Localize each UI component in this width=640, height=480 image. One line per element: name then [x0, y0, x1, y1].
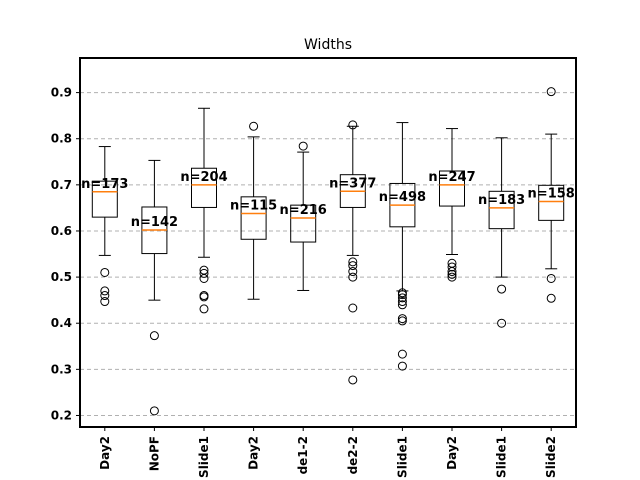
outlier-point — [348, 261, 358, 271]
y-tick-label: 0.9 — [51, 86, 72, 100]
outlier-point — [447, 262, 457, 272]
box-group: n=115 — [230, 121, 277, 300]
outlier-point — [348, 257, 358, 267]
box-iqr — [191, 167, 217, 208]
box-group: n=173 — [81, 146, 128, 307]
outlier-point — [546, 293, 556, 303]
count-label: n=498 — [379, 190, 426, 205]
outlier-point — [100, 291, 110, 301]
box-group: n=204 — [180, 107, 228, 314]
y-tick-label: 0.2 — [51, 408, 72, 422]
outlier-point — [348, 267, 358, 277]
grid-lines — [80, 92, 576, 416]
x-tick-label: Slide1 — [495, 436, 509, 478]
count-label: n=216 — [280, 203, 327, 218]
x-tick-label: Day2 — [98, 436, 112, 470]
box-iqr — [290, 204, 317, 243]
box-group: n=377 — [329, 120, 376, 385]
outlier-point — [348, 375, 358, 385]
outlier-point — [397, 316, 407, 326]
outlier-point — [199, 292, 209, 302]
outlier-point — [397, 293, 407, 303]
outlier-point — [199, 273, 209, 283]
count-label: n=115 — [230, 198, 277, 213]
count-label: n=142 — [131, 215, 178, 230]
outlier-point — [397, 300, 407, 310]
count-label: n=247 — [428, 170, 475, 185]
x-tick-label: Slide1 — [197, 436, 211, 478]
y-tick-label: 0.6 — [51, 224, 72, 238]
outlier-point — [199, 268, 209, 278]
x-tick-label: Slide2 — [544, 436, 558, 478]
box-iqr — [240, 196, 267, 240]
outlier-point — [397, 349, 407, 359]
count-label: n=173 — [81, 177, 128, 192]
y-tick-label: 0.5 — [51, 270, 72, 284]
outlier-point — [447, 267, 457, 277]
outlier-point — [149, 406, 159, 416]
x-axis: Day2 NoPF Slide1 Day2 de1-2 de2-2 Slide1 Day2 Sl… — [98, 427, 558, 478]
outlier-point — [249, 121, 259, 131]
outlier-point — [397, 297, 407, 307]
box-group: n=498 — [379, 122, 426, 371]
count-label: n=377 — [329, 176, 376, 191]
box-iqr — [538, 184, 565, 221]
outlier-point — [397, 314, 407, 324]
box-group: n=247 — [428, 128, 476, 282]
x-tick-label: Day2 — [247, 436, 261, 470]
chart-title: Widths — [304, 37, 352, 53]
x-tick-label: Day2 — [445, 436, 459, 470]
y-tick-label: 0.4 — [51, 316, 72, 330]
x-tick-label: de2-2 — [346, 436, 360, 474]
outlier-point — [447, 272, 457, 282]
outlier-point — [497, 318, 507, 328]
outlier-point — [100, 267, 110, 277]
outlier-point — [100, 297, 110, 307]
outlier-point — [149, 331, 159, 341]
y-tick-label: 0.8 — [51, 132, 72, 146]
outlier-point — [199, 304, 209, 314]
box-group: n=216 — [280, 141, 327, 291]
count-label: n=204 — [180, 170, 227, 185]
box-iqr — [91, 180, 118, 218]
plot-frame — [79, 57, 577, 428]
box-group: n=158 — [528, 87, 575, 303]
outlier-point — [447, 269, 457, 279]
outlier-point — [397, 361, 407, 371]
box-iqr — [439, 170, 465, 207]
count-label: n=158 — [528, 186, 575, 201]
outlier-point — [397, 290, 407, 300]
outlier-point — [348, 272, 358, 282]
outlier-point — [100, 286, 110, 296]
outlier-point — [497, 284, 507, 294]
outlier-point — [546, 273, 556, 283]
y-axis: 0.2 0.3 0.4 0.5 0.6 0.7 0.8 0.9 — [51, 86, 80, 422]
outlier-point — [348, 120, 358, 130]
outlier-point — [546, 87, 556, 97]
y-tick-label: 0.7 — [51, 178, 72, 192]
box-group: n=183 — [478, 137, 525, 328]
y-tick-label: 0.3 — [51, 362, 72, 376]
box-iqr — [488, 190, 515, 230]
box-group: n=142 — [131, 159, 178, 416]
x-tick-label: de1-2 — [296, 436, 310, 474]
count-label: n=183 — [478, 193, 525, 208]
x-tick-label: NoPF — [147, 436, 161, 471]
x-tick-label: Slide1 — [395, 436, 409, 478]
outlier-point — [298, 141, 308, 151]
outlier-point — [348, 303, 358, 313]
